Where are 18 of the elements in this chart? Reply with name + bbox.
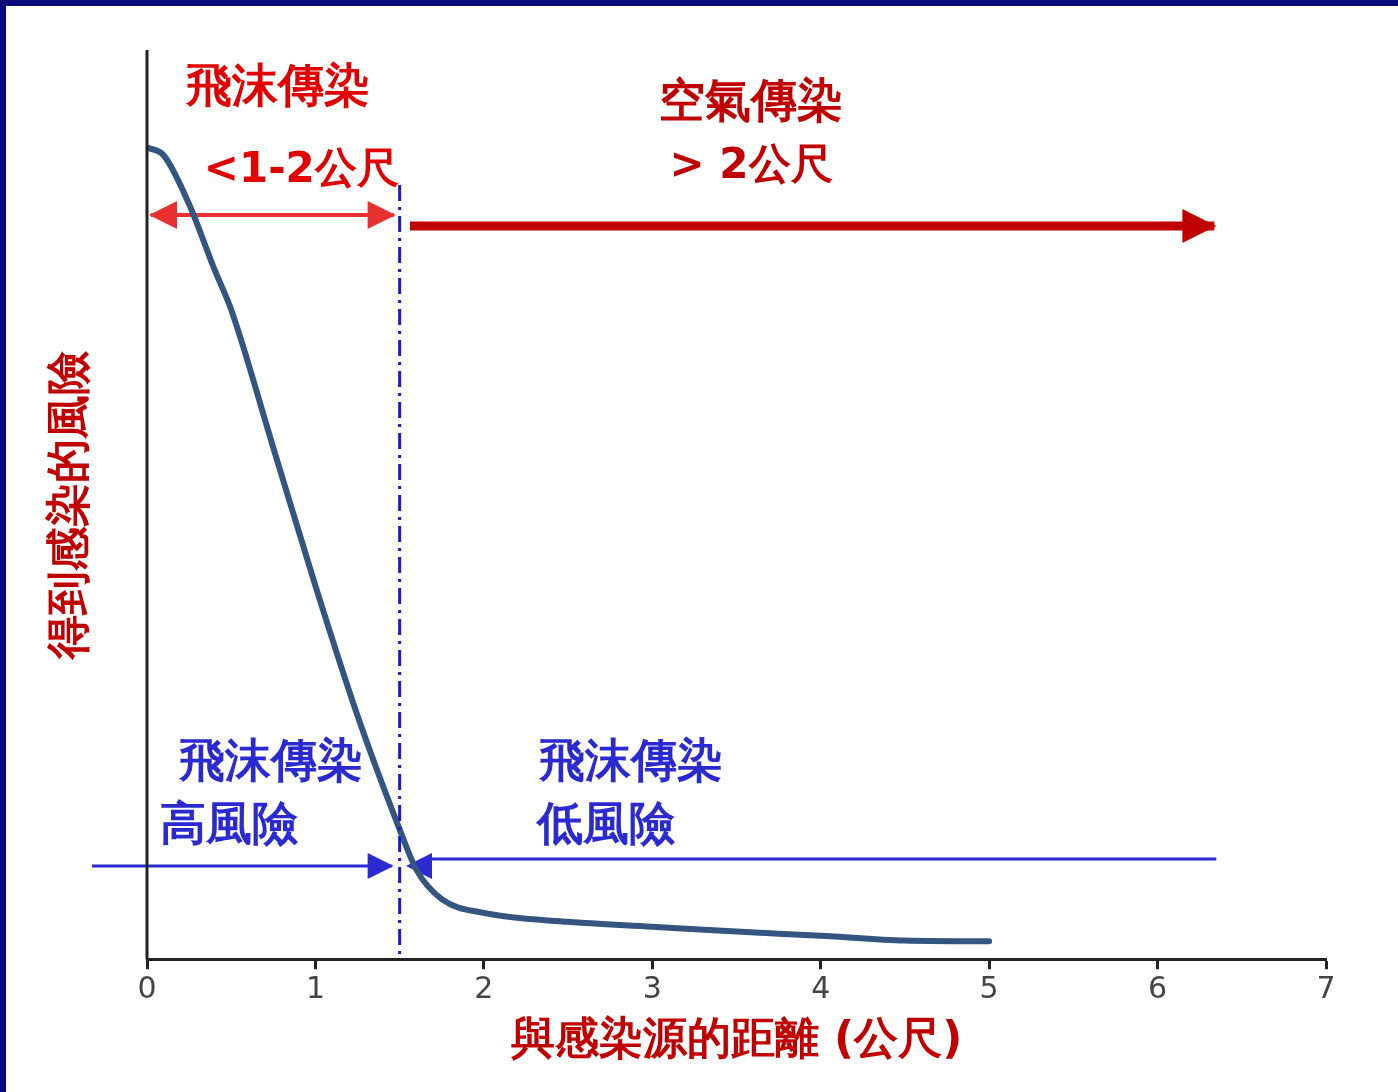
annotation: 飛沫傳染 xyxy=(539,732,723,789)
text: 飛沫傳染 xyxy=(186,57,371,114)
annotation: > 2公尺 xyxy=(669,138,833,190)
x-tick-label: 0 xyxy=(137,970,157,1005)
x-tick-label: 2 xyxy=(474,970,494,1005)
x-tick-label: 4 xyxy=(811,970,831,1005)
y-axis-title: 得到感染的風險 xyxy=(40,350,94,659)
x-tick-label: 3 xyxy=(642,970,662,1005)
annotation: 低風險 xyxy=(537,795,675,852)
text: 空氣傳染 xyxy=(659,72,843,129)
x-tick-label: 6 xyxy=(1148,970,1168,1005)
annotation: 高風險 xyxy=(160,795,299,852)
x-tick-label: 7 xyxy=(1316,970,1336,1005)
x-axis-title: 與感染源的距離 (公尺) xyxy=(509,1012,963,1064)
x-tick-label: 1 xyxy=(305,970,325,1005)
x-tick-label: 5 xyxy=(979,970,999,1005)
annotation: 飛沫傳染 xyxy=(179,732,364,789)
annotation: <1-2公尺 xyxy=(203,142,399,194)
